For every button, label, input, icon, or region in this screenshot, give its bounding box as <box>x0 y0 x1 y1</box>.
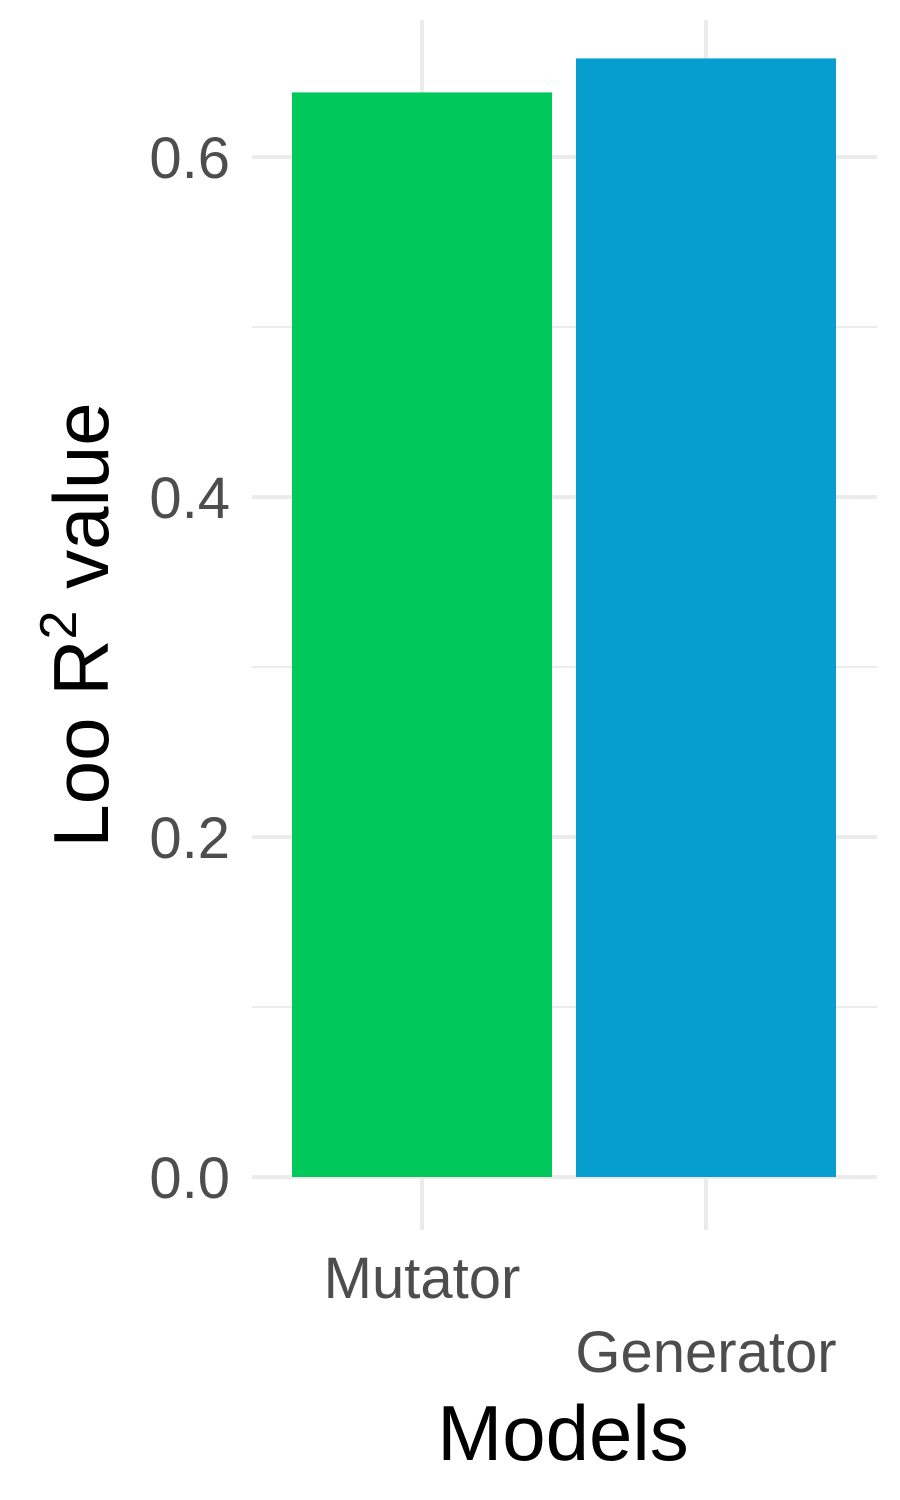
y-axis-title-superscript: 2 <box>30 611 88 640</box>
x-tick-label: Mutator <box>324 1246 521 1311</box>
x-axis-title: Models <box>437 1389 688 1477</box>
y-axis-ticks: 0.0 0.2 0.4 0.6 <box>149 126 230 1211</box>
y-tick-label: 0.6 <box>149 126 230 191</box>
bar-mutator <box>292 92 552 1177</box>
x-tick-label: Generator <box>575 1320 836 1385</box>
y-tick-label: 0.0 <box>149 1146 230 1211</box>
y-axis-title-suffix: value <box>37 402 125 610</box>
y-tick-label: 0.4 <box>149 466 230 531</box>
y-axis-title: Loo R2 value <box>30 402 125 847</box>
y-axis-title-prefix: Loo R <box>37 639 125 847</box>
bars <box>292 58 836 1177</box>
y-tick-label: 0.2 <box>149 806 230 871</box>
x-axis-ticks: Mutator Generator <box>324 1246 837 1385</box>
bar-generator <box>576 58 836 1177</box>
